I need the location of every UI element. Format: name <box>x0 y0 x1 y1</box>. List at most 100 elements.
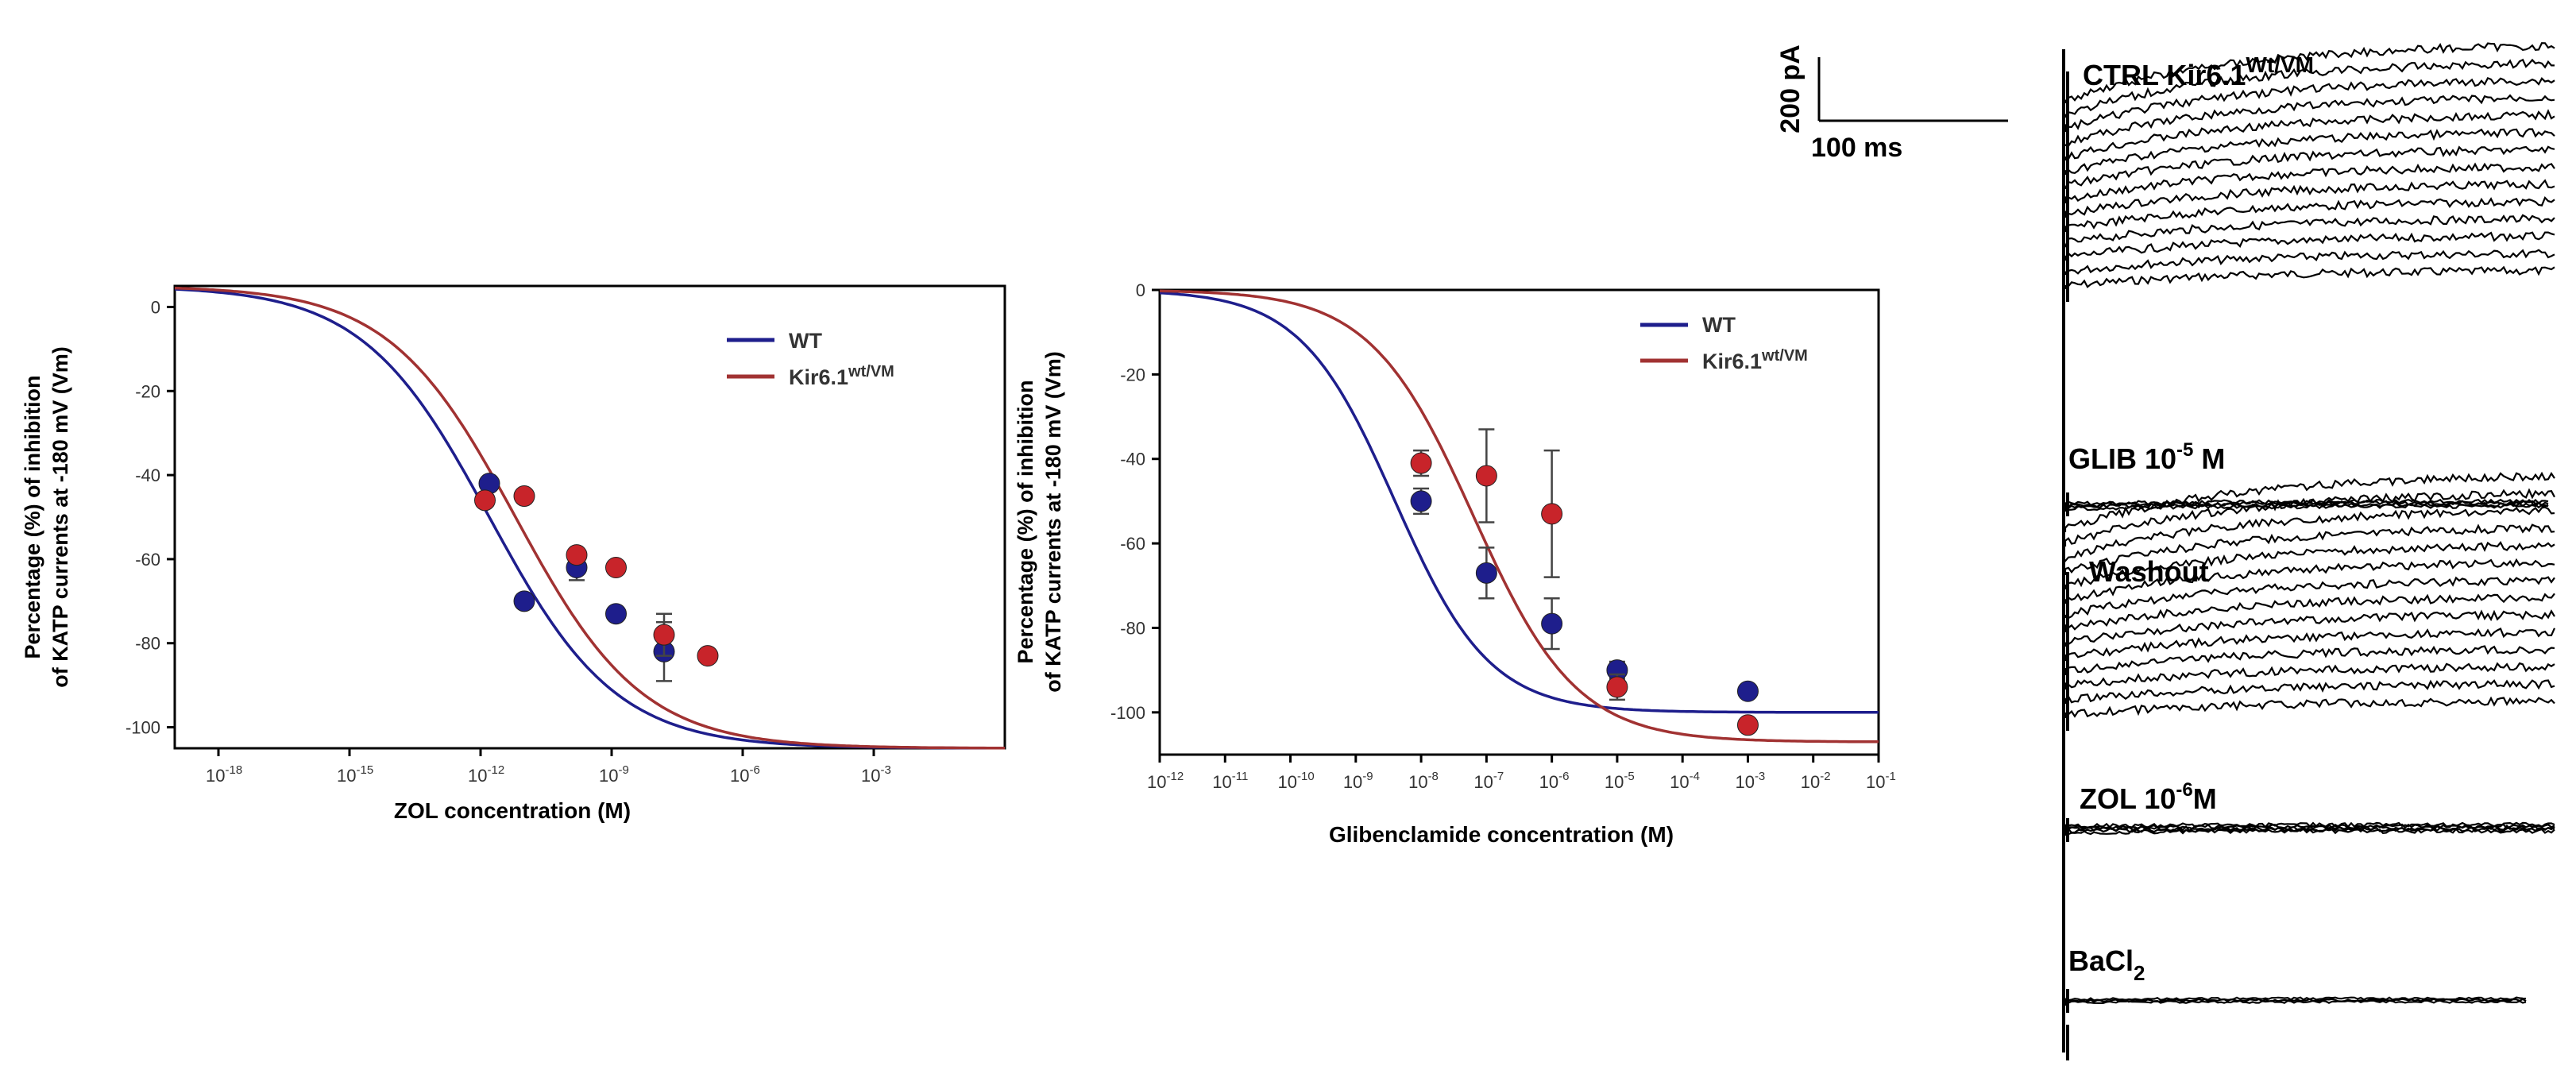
left-data-point-mut <box>605 556 627 578</box>
middle-data-point-wt <box>1410 490 1432 512</box>
washout-current-trace <box>2064 541 2555 589</box>
washout-current-trace <box>2064 627 2556 661</box>
washout-current-trace <box>2064 696 2555 718</box>
washout-current-trace <box>2064 645 2555 675</box>
middle-y-axis-label-line2: of KATP currents at -180 mV (Vm) <box>1041 351 1065 693</box>
middle-legend-wt-label: WT <box>1702 313 1736 337</box>
middle-x-tick-label: 10-9 <box>1343 770 1373 792</box>
middle-legend-mut-label: Kir6.1wt/VM <box>1702 347 1808 373</box>
ctrl-current-trace <box>2064 214 2555 248</box>
bacl2-current-trace <box>2064 998 2527 1004</box>
scale-bar-current-label: 200 pA <box>1775 44 1806 133</box>
middle-x-tick-label: 10-10 <box>1278 770 1315 792</box>
left-x-tick-label: 10-12 <box>468 763 504 786</box>
middle-x-tick-label: 10-12 <box>1147 770 1184 792</box>
bacl2-current-trace <box>2064 999 2527 1006</box>
left-data-point-mut <box>566 544 588 566</box>
middle-y-tick-label: -80 <box>1120 618 1145 638</box>
middle-data-point-mut <box>1475 465 1497 487</box>
left-y-tick-label: 0 <box>151 297 160 317</box>
middle-x-axis-label: Glibenclamide concentration (M) <box>1329 822 1674 847</box>
left-x-tick-label: 10-15 <box>337 763 373 786</box>
left-x-tick-label: 10-9 <box>599 763 629 786</box>
ctrl-current-trace <box>2064 196 2555 232</box>
trace-label-bacl2: BaCl2 <box>2068 944 2145 985</box>
middle-y-tick-label: -40 <box>1120 450 1145 469</box>
middle-data-point-wt <box>1736 680 1759 702</box>
middle-data-point-mut <box>1736 714 1759 736</box>
left-y-tick-label: -20 <box>135 381 160 401</box>
left-x-tick-label: 10-3 <box>861 763 891 786</box>
middle-x-tick-label: 10-4 <box>1670 770 1700 792</box>
washout-current-trace <box>2064 662 2555 689</box>
ctrl-current-trace <box>2064 94 2555 147</box>
washout-current-trace <box>2064 488 2555 547</box>
middle-x-tick-label: 10-3 <box>1735 770 1765 792</box>
left-fit-curve-mut <box>174 286 1005 750</box>
left-data-point-mut <box>474 489 496 512</box>
middle-fit-curve-mut <box>1159 289 1879 743</box>
ctrl-current-trace <box>2064 249 2555 275</box>
middle-x-tick-label: 10-5 <box>1605 770 1635 792</box>
left-chart-axes <box>173 284 1006 750</box>
left-y-tick-label: -40 <box>135 465 160 485</box>
ctrl-current-trace <box>2064 265 2555 289</box>
scale-bar: 200 pA 100 ms <box>1775 44 2008 163</box>
middle-x-tick-label: 10-2 <box>1801 770 1831 792</box>
left-y-axis-label-line1: Percentage (%) of inhibition <box>21 375 44 659</box>
middle-data-point-wt <box>1541 612 1563 635</box>
scale-bar-time-label: 100 ms <box>1811 133 1902 163</box>
left-x-tick-label: 10-18 <box>206 763 242 786</box>
current-traces-panel: 200 pA 100 ms CTRL Kir6.1Wt/VM GLIB 10-5… <box>1775 42 2556 1060</box>
ctrl-current-trace <box>2064 145 2555 189</box>
middle-y-tick-label: -60 <box>1120 534 1145 554</box>
washout-current-trace <box>2064 506 2555 564</box>
middle-y-tick-label: -20 <box>1120 365 1145 384</box>
washout-current-trace <box>2064 471 2555 532</box>
zol-dose-response-chart: Percentage (%) of inhibition of KATP cur… <box>21 284 1006 823</box>
left-data-point-wt <box>605 603 627 625</box>
zol-current-trace <box>2064 828 2555 836</box>
washout-current-trace <box>2064 558 2555 604</box>
ctrl-current-trace <box>2064 58 2555 118</box>
middle-x-tick-label: 10-11 <box>1212 770 1248 792</box>
middle-data-point-mut <box>1541 503 1563 525</box>
middle-y-axis-label-line1: Percentage (%) of inhibition <box>1014 380 1037 663</box>
trace-label-glib: GLIB 10-5 M <box>2068 439 2225 475</box>
glib-current-trace <box>2064 503 2549 512</box>
trace-label-ctrl: CTRL Kir6.1Wt/VM <box>2083 52 2314 91</box>
middle-y-tick-label: 0 <box>1136 280 1145 300</box>
ctrl-current-trace <box>2064 109 2555 160</box>
middle-x-tick-label: 10-6 <box>1539 770 1570 792</box>
zol-current-trace <box>2064 821 2555 829</box>
left-legend-mut-label: Kir6.1wt/VM <box>789 363 894 389</box>
ctrl-current-trace <box>2064 42 2555 103</box>
middle-data-point-mut <box>1606 676 1628 698</box>
left-y-tick-label: -80 <box>135 634 160 654</box>
washout-current-trace <box>2064 609 2555 647</box>
glibenclamide-dose-response-chart: Percentage (%) of inhibition of KATP cur… <box>1014 280 1896 847</box>
left-legend: WT Kir6.1wt/VM <box>727 329 894 389</box>
middle-x-tick-label: 10-1 <box>1866 770 1896 792</box>
left-data-point-wt <box>513 590 535 612</box>
left-data-point-mut <box>697 645 719 667</box>
left-data-point-mut <box>653 624 675 646</box>
left-fit-curve-wt <box>174 288 1005 750</box>
ctrl-current-trace <box>2064 179 2555 218</box>
ctrl-current-trace <box>2064 231 2555 261</box>
ctrl-current-trace <box>2064 128 2555 175</box>
left-y-tick-label: -100 <box>126 718 160 738</box>
ctrl-current-trace <box>2064 77 2555 132</box>
middle-y-tick-label: -100 <box>1110 703 1145 723</box>
left-legend-wt-label: WT <box>789 329 822 353</box>
middle-legend: WT Kir6.1wt/VM <box>1640 313 1808 373</box>
left-data-point-mut <box>513 485 535 508</box>
middle-data-point-mut <box>1410 452 1432 474</box>
washout-current-trace <box>2064 576 2555 620</box>
trace-label-zol: ZOL 10-6M <box>2080 779 2217 815</box>
middle-fit-curve-wt <box>1159 291 1879 714</box>
left-x-axis-label: ZOL concentration (M) <box>394 798 631 823</box>
washout-current-trace <box>2064 523 2555 575</box>
middle-x-tick-label: 10-7 <box>1473 770 1504 792</box>
middle-chart-axes <box>1158 288 1880 756</box>
